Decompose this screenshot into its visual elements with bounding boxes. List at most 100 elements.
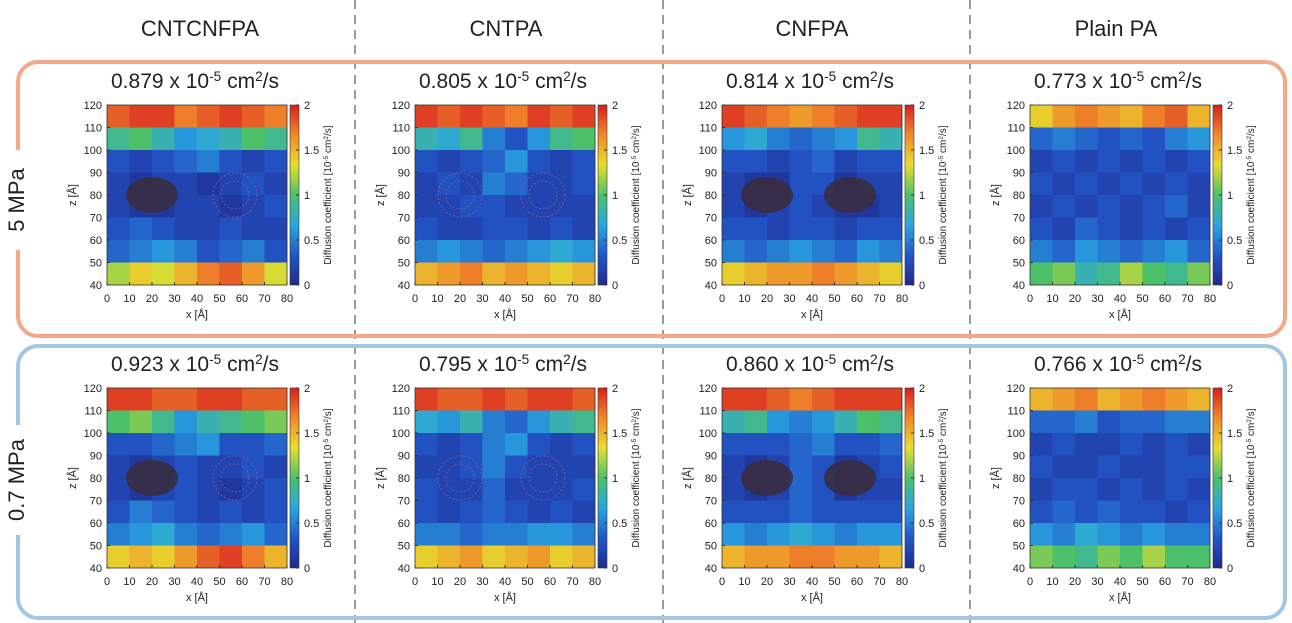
cnf-particle [741,177,793,213]
heat-cell [1187,433,1211,456]
colorbar-tick-label: 0.5 [612,518,627,530]
heat-cell [482,105,506,128]
heat-cell [482,433,506,456]
heat-cell [1165,150,1188,173]
heat-cell [1142,150,1166,173]
heat-cell [572,388,596,411]
y-tick-label: 110 [1007,406,1025,418]
x-tick-label: 80 [1204,576,1216,588]
x-axis-label: x [Å] [494,308,516,321]
heat-cell [1187,388,1211,411]
heat-cell [174,478,198,501]
heat-cell [1187,217,1211,241]
heat-cell [1030,433,1053,456]
text-part: Diffusion coefficient [10 [323,444,334,547]
y-tick-label: 90 [398,168,410,180]
heat-cell [1075,388,1098,411]
heat-cell [527,195,551,218]
heat-cell [505,500,528,524]
y-tick-label: 70 [705,496,717,508]
heat-cell [767,500,790,524]
heat-cell [437,127,461,151]
heat-cell [767,217,790,241]
heat-cell [744,240,768,263]
text-part: /s [571,70,587,93]
heat-cell [879,172,903,196]
heat-cell [1075,478,1098,501]
heat-cell [857,523,880,546]
heat-cell [767,388,790,411]
heat-cell [1097,523,1121,546]
heat-cell [219,217,243,241]
panel-title: 0.860 x 10-5 cm2/s [726,352,894,377]
heat-cell [437,105,461,128]
superscript: 2 [1178,352,1186,367]
text-part: 0.814 x 10 [726,70,824,93]
heat-cell [767,262,790,286]
text-part: Diffusion coefficient [10 [938,161,949,264]
heat-cell [1030,195,1053,218]
panel-title: 0.766 x 10-5 cm2/s [1034,352,1202,377]
x-tick-label: 60 [236,293,248,305]
heat-cell [1187,262,1211,286]
heat-cell [527,388,551,411]
heat-cell [415,478,438,501]
heat-cell [1097,545,1121,569]
colorbar-tick-label: 2 [304,383,310,395]
heat-cell [722,545,745,569]
heat-cell [197,523,220,546]
heat-cell [219,127,243,151]
superscript: -5 [323,438,330,444]
superscript: 2 [323,419,330,423]
colorbar-tick-label: 2 [612,100,618,112]
x-tick-label: 0 [1027,576,1033,588]
heat-cell [1120,127,1143,151]
heat-cell [1030,217,1053,241]
heat-cell [812,410,835,434]
colorbar-tick-label: 0 [1227,280,1233,292]
y-tick-label: 80 [1013,190,1025,202]
panel: 0.814 x 10-5 cm2/s0 10 20 30 40 50 60 70 8040506… [681,69,949,322]
heat-cell [505,217,528,241]
panel-title: 0.773 x 10-5 cm2/s [1034,69,1202,94]
heat-cell [107,105,130,128]
x-tick-label: 70 [566,576,578,588]
text-part: Diffusion coefficient [10 [1246,161,1257,264]
superscript: -5 [631,438,638,444]
x-tick-label: 30 [1091,576,1103,588]
y-tick-label: 40 [705,563,717,575]
heat-cell [460,545,483,569]
x-tick-label: 30 [783,293,795,305]
colorbar-tick-label: 0.5 [1227,518,1242,530]
heat-cell [174,195,198,218]
heat-cell [527,455,551,479]
heat-cell [415,262,438,286]
y-tick-label: 90 [705,168,717,180]
heat-cell [1120,455,1143,479]
heat-cell [812,240,835,263]
superscript: -5 [209,352,222,367]
panel-title: 0.879 x 10-5 cm2/s [111,69,279,94]
x-tick-label: 40 [806,576,818,588]
heat-cell [415,433,438,456]
heat-cell [1120,388,1143,411]
heat-cell [1030,172,1053,196]
heat-cell [242,523,265,546]
superscript: 2 [563,69,571,84]
heat-cell [572,455,596,479]
heat-cell [482,478,506,501]
colorbar-label: Diffusion coefficient [10-5 cm2/s] [323,408,335,547]
x-tick-label: 60 [851,293,863,305]
x-tick-label: 20 [1069,576,1081,588]
cnt-cnf [126,455,258,501]
heat-cell [879,262,903,286]
y-tick-label: 40 [1013,280,1025,292]
heat-cell [460,388,483,411]
heat-cell [1120,410,1143,434]
colorbar-tick-label: 0.5 [919,518,934,530]
heat-cell [107,195,130,218]
x-tick-label: 20 [761,576,773,588]
heat-cell [264,455,288,479]
y-tick-label: 50 [1013,541,1025,553]
y-tick-label: 100 [1007,428,1025,440]
